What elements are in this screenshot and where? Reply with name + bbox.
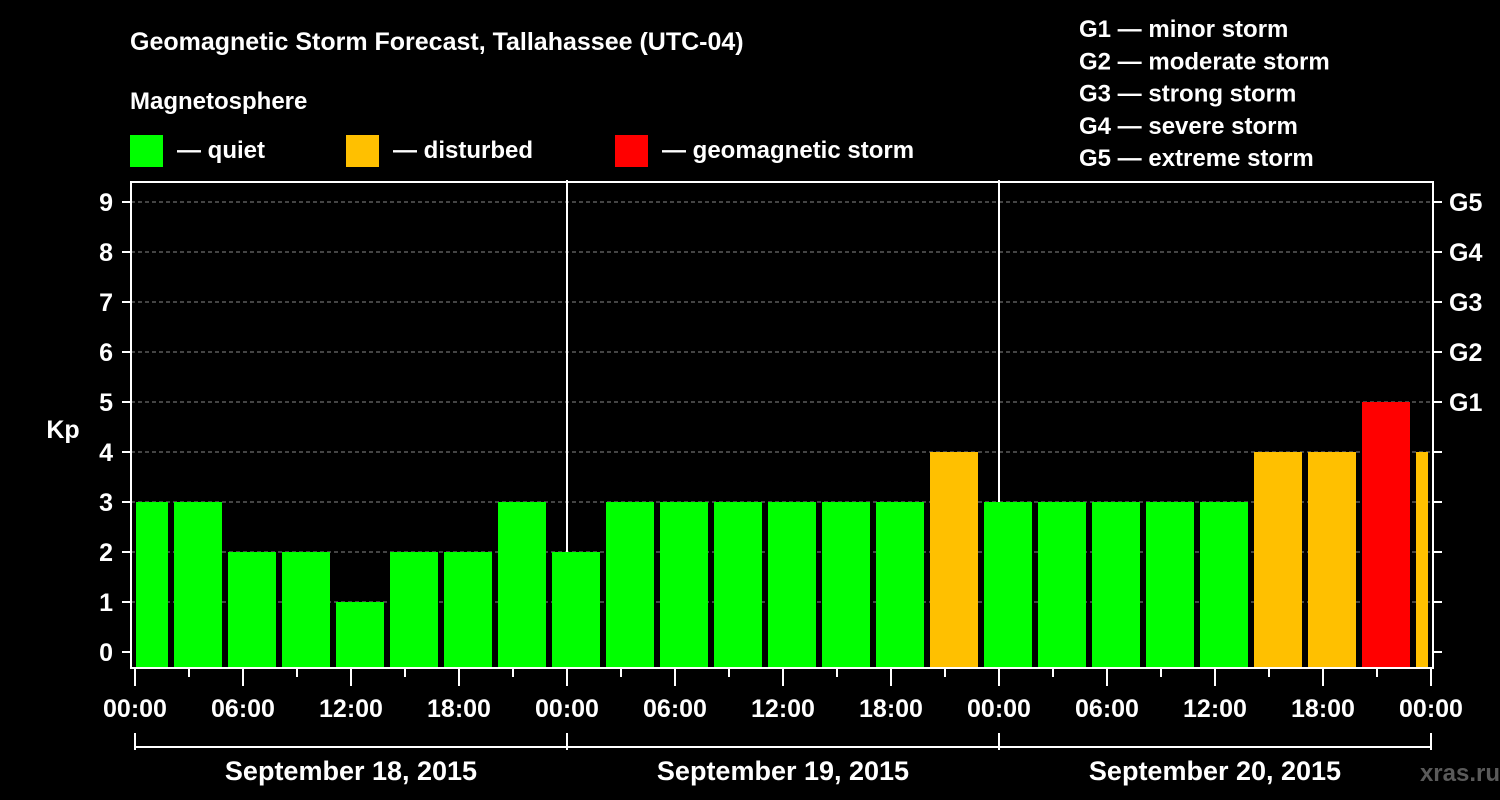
y-axis: 0 1 2 3 4 5 6 7 8 9 G1 G2 G3 G4 G5: [99, 189, 1482, 667]
x-tick-label: 18:00: [427, 695, 491, 723]
storm-scale-item-3: G4 — severe storm: [1079, 113, 1298, 140]
g-level-label: G4: [1449, 239, 1482, 267]
x-tick-label: 12:00: [1183, 695, 1247, 723]
y-tick-label: 6: [99, 339, 113, 367]
kp-bar: [1416, 452, 1428, 668]
kp-bar: [1038, 502, 1086, 668]
legend-label-1: — disturbed: [393, 137, 533, 164]
kp-bar: [660, 502, 708, 668]
g-level-label: G5: [1449, 189, 1482, 217]
g-level-label: G1: [1449, 389, 1482, 417]
x-tick-label: 18:00: [859, 695, 923, 723]
storm-scale-item-2: G3 — strong storm: [1079, 81, 1296, 108]
kp-bar: [876, 502, 924, 668]
legend-label-0: — quiet: [177, 137, 265, 164]
kp-bar: [228, 552, 276, 668]
legend-swatch-2: [615, 135, 648, 167]
kp-bar: [390, 552, 438, 668]
x-tick-label: 06:00: [1075, 695, 1139, 723]
legend: — quiet — disturbed — geomagnetic storm: [130, 135, 914, 167]
day-label: September 20, 2015: [1089, 756, 1341, 786]
x-tick-label: 00:00: [1399, 695, 1463, 723]
kp-bar: [336, 602, 384, 668]
kp-bar: [768, 502, 816, 668]
kp-bar: [1200, 502, 1248, 668]
x-axis: 00:00 06:00 12:00 18:00 00:00 06:00 12:00 18:00…: [103, 668, 1463, 786]
kp-bar: [174, 502, 222, 668]
kp-bar: [1362, 402, 1410, 668]
kp-bar: [552, 552, 600, 668]
kp-bar: [498, 502, 546, 668]
kp-bar: [444, 552, 492, 668]
kp-bar: [282, 552, 330, 668]
g-level-label: G2: [1449, 339, 1482, 367]
kp-bar: [1146, 502, 1194, 668]
storm-scale-item-4: G5 — extreme storm: [1079, 145, 1314, 172]
legend-swatch-0: [130, 135, 163, 167]
storm-scale-item-1: G2 — moderate storm: [1079, 48, 1330, 75]
y-tick-label: 5: [99, 389, 113, 417]
legend-swatch-1: [346, 135, 379, 167]
storm-scale-item-0: G1 — minor storm: [1079, 16, 1288, 43]
chart-title: Geomagnetic Storm Forecast, Tallahassee …: [130, 28, 744, 56]
y-tick-label: 9: [99, 189, 113, 217]
x-tick-label: 00:00: [967, 695, 1031, 723]
x-tick-label: 06:00: [643, 695, 707, 723]
kp-bar: [984, 502, 1032, 668]
y-tick-label: 8: [99, 239, 113, 267]
day-label: September 18, 2015: [225, 756, 477, 786]
kp-bar: [606, 502, 654, 668]
x-tick-label: 18:00: [1291, 695, 1355, 723]
kp-bar: [822, 502, 870, 668]
kp-bar: [1092, 502, 1140, 668]
g-level-label: G3: [1449, 289, 1482, 317]
x-tick-label: 00:00: [535, 695, 599, 723]
kp-bar: [930, 452, 978, 668]
storm-scale-legend: G1 — minor storm G2 — moderate storm G3 — …: [1079, 16, 1330, 172]
kp-bar: [714, 502, 762, 668]
kp-bar: [136, 502, 168, 668]
legend-title: Magnetosphere: [130, 88, 307, 115]
y-tick-label: 0: [99, 639, 113, 667]
y-tick-label: 1: [99, 589, 113, 617]
day-label: September 19, 2015: [657, 756, 909, 786]
kp-bar: [1308, 452, 1356, 668]
watermark: xras.ru: [1420, 760, 1500, 787]
y-tick-label: 2: [99, 539, 113, 567]
y-tick-label: 7: [99, 289, 113, 317]
x-tick-label: 06:00: [211, 695, 275, 723]
legend-label-2: — geomagnetic storm: [662, 137, 914, 164]
y-axis-label: Kp: [46, 416, 79, 444]
x-tick-label: 12:00: [319, 695, 383, 723]
x-tick-label: 12:00: [751, 695, 815, 723]
y-tick-label: 4: [99, 439, 113, 467]
bars: [136, 402, 1428, 668]
x-tick-label: 00:00: [103, 695, 167, 723]
kp-bar: [1254, 452, 1302, 668]
y-tick-label: 3: [99, 489, 113, 517]
